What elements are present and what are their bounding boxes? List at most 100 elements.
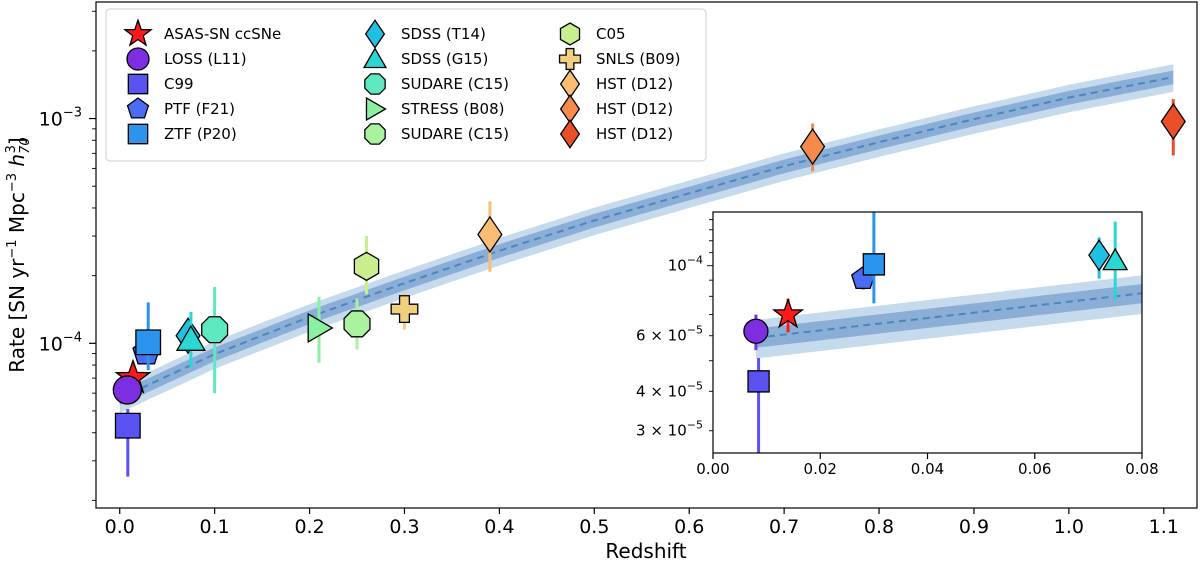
inset-fit-line	[755, 292, 1142, 339]
plot-frame	[95, 1, 1198, 509]
y-axis-label: Rate [SN yr−1 Mpc−3 h703]	[4, 137, 33, 372]
inset-x-tick-label: 0.06	[1018, 460, 1051, 478]
legend-item-c05: C05	[559, 22, 626, 46]
point-hst-d12	[477, 215, 503, 254]
point-sdss-g15	[175, 324, 206, 351]
x-tick-label: 1.0	[1054, 516, 1084, 538]
legend-marker	[558, 47, 582, 71]
legend-label: PTF (F21)	[164, 100, 235, 118]
inset-y-axis-ticks: 3 × 10−5 4 × 10−5 6 × 10−5 10−4	[636, 219, 713, 440]
point-sudare-c15	[343, 310, 371, 338]
x-tick-label: 0.1	[200, 516, 230, 538]
x-tick-label: 0.8	[864, 516, 894, 538]
y-tick-label: 10−3	[39, 106, 82, 131]
legend-item-c99: C99	[127, 73, 194, 95]
inset-chart: 0.00 0.02 0.04 0.06 0.08 3 × 10−5 4 × 10−5 6 ×…	[636, 211, 1159, 478]
legend-label: HST (D12)	[596, 125, 673, 143]
point-c05	[353, 251, 380, 282]
legend-marker	[123, 18, 153, 47]
x-tick-label: 0.3	[389, 516, 419, 538]
legend-label: ASAS-SN ccSNe	[164, 25, 281, 43]
fit-uncertainty-band	[119, 64, 1174, 413]
x-tick-label: 0.0	[105, 516, 135, 538]
fit-curve	[755, 292, 1142, 339]
inset-y-tick-label: 6 × 10−5	[636, 324, 703, 345]
x-axis-label: Redshift	[605, 539, 686, 563]
inset-x-axis-ticks: 0.00 0.02 0.04 0.06 0.08	[696, 453, 1159, 478]
legend-label: HST (D12)	[596, 75, 673, 93]
legend-label: C99	[164, 75, 194, 93]
legend-label: HST (D12)	[596, 100, 673, 118]
point-sudare-c15	[201, 316, 229, 344]
legend-marker	[127, 73, 149, 95]
legend-label: C05	[596, 25, 626, 43]
legend-item-sudare-c15: SUDARE (C15)	[364, 73, 509, 95]
x-tick-label: 0.9	[959, 516, 989, 538]
legend-label: SDSS (G15)	[401, 50, 488, 68]
legend-item-sudare-c15: SUDARE (C15)	[364, 123, 509, 145]
x-tick-label: 0.4	[484, 516, 514, 538]
legend-marker	[126, 97, 150, 119]
legend-label: ZTF (P20)	[164, 125, 237, 143]
legend-label: SUDARE (C15)	[401, 125, 509, 143]
point-sdss-g15	[1102, 247, 1129, 271]
x-tick-label: 0.7	[769, 516, 799, 538]
x-axis-ticks: 0.0 0.1 0.2 0.3 0.4 0.5 0.6 0.7 0.8 0.9 1.0 1.1	[105, 508, 1179, 538]
point-sdss-t14	[1088, 239, 1111, 272]
point-hst-d12	[1160, 102, 1186, 141]
y-axis-ticks: 10−4 10−3	[39, 10, 96, 501]
fit-curve	[119, 76, 1174, 400]
legend-item-ztf-p20: ZTF (P20)	[127, 123, 237, 145]
inner-band	[119, 70, 1174, 406]
legend-item-hst-d12: HST (D12)	[559, 94, 673, 124]
legend-item-stress-b08: STRESS (B08)	[365, 96, 504, 122]
point-loss-l11	[112, 375, 142, 405]
legend-label: LOSS (L11)	[164, 50, 247, 68]
legend-marker	[126, 47, 150, 71]
inset-y-tick-label: 4 × 10−5	[636, 379, 703, 400]
inset-y-tick-label: 3 × 10−5	[636, 419, 703, 440]
legend-marker	[364, 123, 386, 145]
legend-item-sdss-t14: SDSS (T14)	[364, 19, 486, 49]
point-c99	[114, 412, 141, 439]
point-asas-sn-ccsne	[771, 297, 805, 329]
x-tick-label: 0.5	[579, 516, 609, 538]
inset-data-points	[743, 212, 1129, 453]
point-ztf-p20	[862, 253, 886, 276]
legend-item-hst-d12: HST (D12)	[559, 119, 673, 149]
fit-line	[119, 76, 1174, 400]
x-tick-label: 1.1	[1149, 516, 1179, 538]
point-hst-d12	[799, 127, 826, 166]
legend-marker	[127, 123, 149, 145]
legend-item-snls-b09: SNLS (B09)	[558, 47, 680, 71]
legend-marker	[559, 22, 581, 46]
data-points	[112, 99, 1186, 477]
point-snls-b09	[390, 295, 419, 324]
point-ztf-p20	[135, 329, 162, 356]
x-tick-label: 0.6	[674, 516, 704, 538]
legend: ASAS-SN ccSNe LOSS (L11) C99 PTF (F21) ZTF (…	[105, 8, 707, 162]
legend-label: SUDARE (C15)	[401, 75, 509, 93]
legend-marker	[559, 119, 581, 149]
legend-label: SDSS (T14)	[401, 25, 486, 43]
inset-x-tick-label: 0.08	[1125, 460, 1158, 478]
x-tick-label: 0.2	[294, 516, 324, 538]
legend-item-sdss-g15: SDSS (G15)	[362, 47, 488, 69]
point-c99	[747, 370, 770, 393]
legend-box	[105, 8, 707, 162]
legend-label: STRESS (B08)	[401, 100, 504, 118]
inset-x-tick-label: 0.02	[804, 460, 837, 478]
legend-marker	[364, 73, 386, 95]
legend-item-ptf-f21: PTF (F21)	[126, 97, 235, 119]
legend-marker	[362, 47, 388, 69]
legend-item-asas-sn-ccsne: ASAS-SN ccSNe	[123, 18, 281, 47]
inset-x-tick-label: 0.00	[696, 460, 729, 478]
point-stress-b08	[307, 312, 334, 344]
point-loss-l11	[743, 318, 769, 344]
legend-label: SNLS (B09)	[596, 50, 680, 68]
legend-item-loss-l11: LOSS (L11)	[126, 47, 247, 71]
y-tick-label: 10−4	[39, 330, 82, 355]
legend-marker	[365, 96, 387, 122]
inset-x-tick-label: 0.04	[911, 460, 944, 478]
